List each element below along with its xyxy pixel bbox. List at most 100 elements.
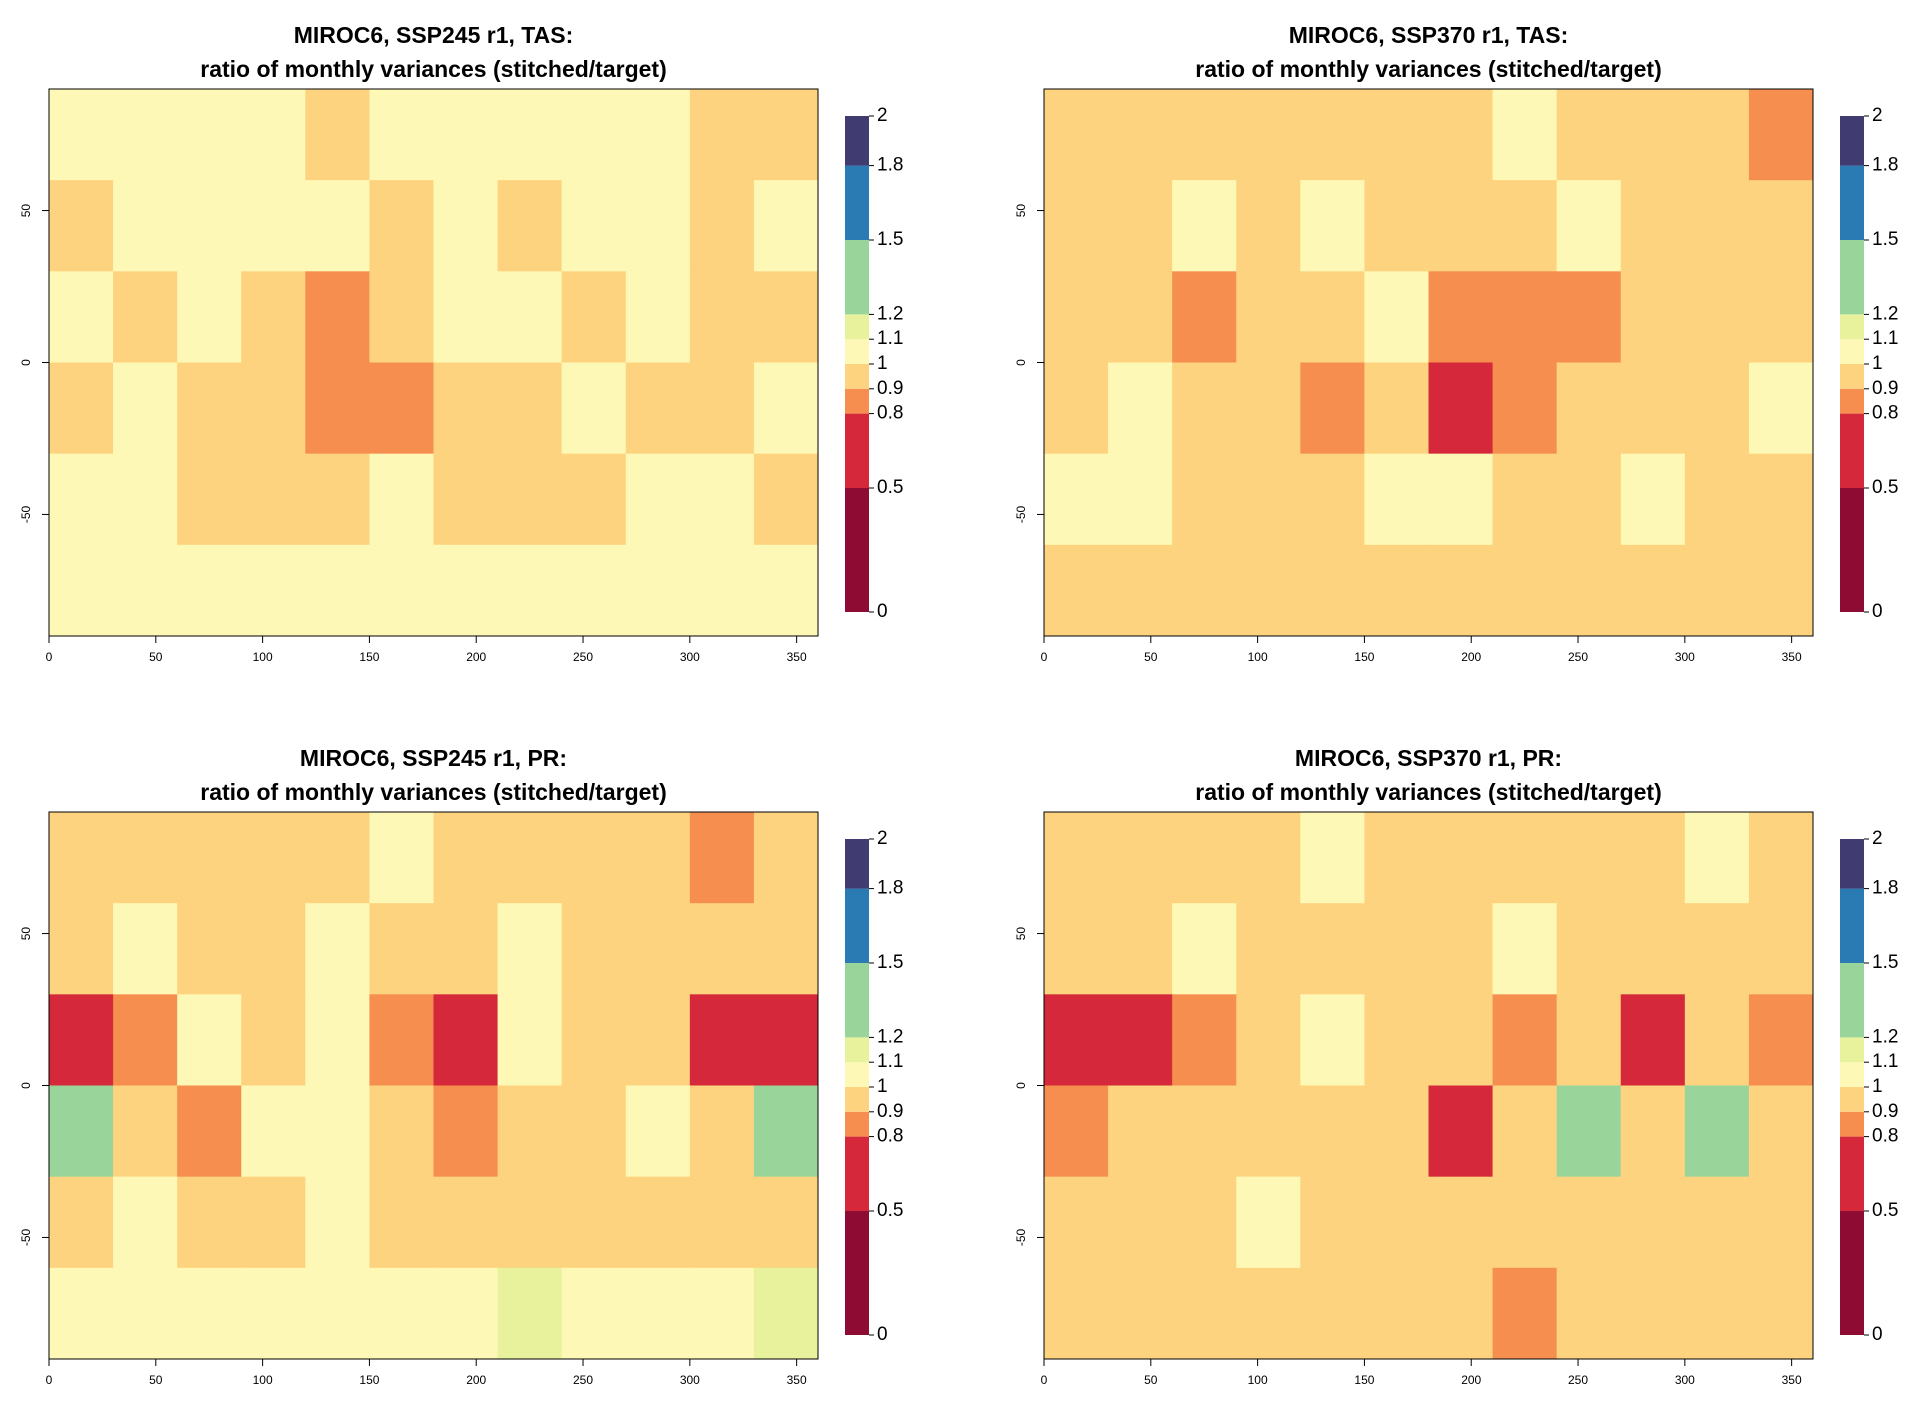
grid-cell [433, 180, 499, 272]
grid-cell [1684, 903, 1750, 995]
colorbar-label: 1.8 [1872, 878, 1898, 899]
grid-cell [1428, 1267, 1494, 1360]
y-tick-label: 0 [1014, 359, 1028, 366]
grid-cell [1620, 1267, 1686, 1360]
colorbar-segment [1840, 1037, 1864, 1063]
x-tick-label: 100 [1248, 1373, 1268, 1387]
colorbar-segment [1840, 364, 1864, 389]
colorbar-segment [1840, 388, 1864, 414]
colorbar-segment [1840, 1136, 1864, 1211]
grid-cell [625, 89, 691, 181]
x-tick-label: 200 [466, 650, 486, 664]
grid-cell [497, 544, 563, 637]
y-tick-label: 0 [19, 1082, 33, 1089]
grid-cell [1428, 180, 1494, 272]
colorbar-label: 1.8 [877, 878, 903, 899]
grid-cell [1556, 812, 1622, 904]
grid-cell [305, 994, 370, 1086]
grid-cell [753, 1085, 819, 1178]
colorbar-label: 1 [1872, 1076, 1883, 1097]
grid-cell [561, 903, 627, 995]
grid-cell [1748, 903, 1814, 995]
grid-cell [369, 1176, 434, 1269]
grid-cell [625, 1085, 691, 1178]
grid-cell [113, 544, 178, 637]
grid-cell [561, 271, 627, 363]
grid-cell [561, 1176, 627, 1269]
grid-cell [177, 1176, 242, 1269]
grid-cell [1428, 812, 1494, 904]
grid-cell [1492, 453, 1558, 546]
x-tick-label: 250 [573, 1373, 593, 1387]
colorbar-segment [1840, 888, 1864, 963]
colorbar-segment [1840, 1087, 1864, 1112]
colorbar-segment [845, 314, 869, 340]
colorbar-label: 0.8 [877, 1126, 903, 1147]
grid-cell [433, 1085, 499, 1178]
grid-cell [1428, 1176, 1494, 1269]
grid-cell [241, 362, 306, 455]
grid-cell [49, 362, 114, 455]
grid-cell [753, 544, 819, 637]
y-tick-label: 50 [1014, 204, 1028, 218]
grid-cell [1492, 89, 1558, 181]
x-tick-label: 300 [1675, 1373, 1695, 1387]
grid-cell [241, 812, 306, 904]
colorbar-segment [845, 839, 869, 889]
grid-cell [1300, 362, 1365, 455]
colorbar-label: 1.8 [1872, 155, 1898, 176]
grid-cell [241, 453, 306, 546]
grid-cell [1748, 812, 1814, 904]
x-tick-label: 0 [1041, 650, 1048, 664]
grid-cell [1236, 89, 1301, 181]
grid-cell [1556, 1176, 1622, 1269]
colorbar-segment [1840, 240, 1864, 315]
grid-cell [689, 271, 755, 363]
grid-cell [561, 1085, 627, 1178]
grid-cell [177, 89, 242, 181]
grid-cell [1684, 1176, 1750, 1269]
grid-cell [1172, 180, 1237, 272]
grid-cell [1172, 1176, 1237, 1269]
grid-cell [241, 180, 306, 272]
subtitle: ratio of monthly variances (stitched/tar… [1195, 779, 1661, 805]
grid-cell [689, 362, 755, 455]
grid-cell [1364, 453, 1429, 546]
colorbar-label: 1.5 [1872, 952, 1898, 973]
grid-cell [497, 1085, 563, 1178]
grid-cell [497, 812, 563, 904]
x-tick-label: 300 [1675, 650, 1695, 664]
grid-cell [1620, 1176, 1686, 1269]
grid-cell [1556, 1085, 1622, 1178]
x-tick-label: 0 [1041, 1373, 1048, 1387]
grid-cell [49, 994, 114, 1086]
colorbar-segment [845, 963, 869, 1038]
grid-cell [1044, 362, 1109, 455]
grid-cell [753, 903, 819, 995]
grid-cell [113, 1085, 178, 1178]
grid-cell [1044, 812, 1109, 904]
grid-cell [241, 1267, 306, 1360]
colorbar-label: 1.2 [877, 303, 903, 324]
colorbar-label: 1.5 [877, 952, 903, 973]
grid-cell [1748, 1267, 1814, 1360]
grid-cell [1172, 1085, 1237, 1178]
colorbar-label: 1.5 [877, 229, 903, 250]
grid-cell [49, 271, 114, 363]
grid-cell [241, 994, 306, 1086]
grid-cell [1364, 362, 1429, 455]
grid-cell [1428, 544, 1494, 637]
grid-cell [1556, 903, 1622, 995]
grid-cell [1044, 544, 1109, 637]
grid-cell [497, 180, 563, 272]
grid-cell [1300, 1176, 1365, 1269]
colorbar-label: 1.2 [877, 1026, 903, 1047]
title: MIROC6, SSP370 r1, TAS: [1289, 22, 1569, 48]
grid-cell [49, 903, 114, 995]
grid-cell [1300, 1085, 1365, 1178]
grid-cell [1108, 1176, 1173, 1269]
grid-cell [113, 453, 178, 546]
grid-cell [1044, 1085, 1109, 1178]
colorbar-segment [1840, 488, 1864, 612]
